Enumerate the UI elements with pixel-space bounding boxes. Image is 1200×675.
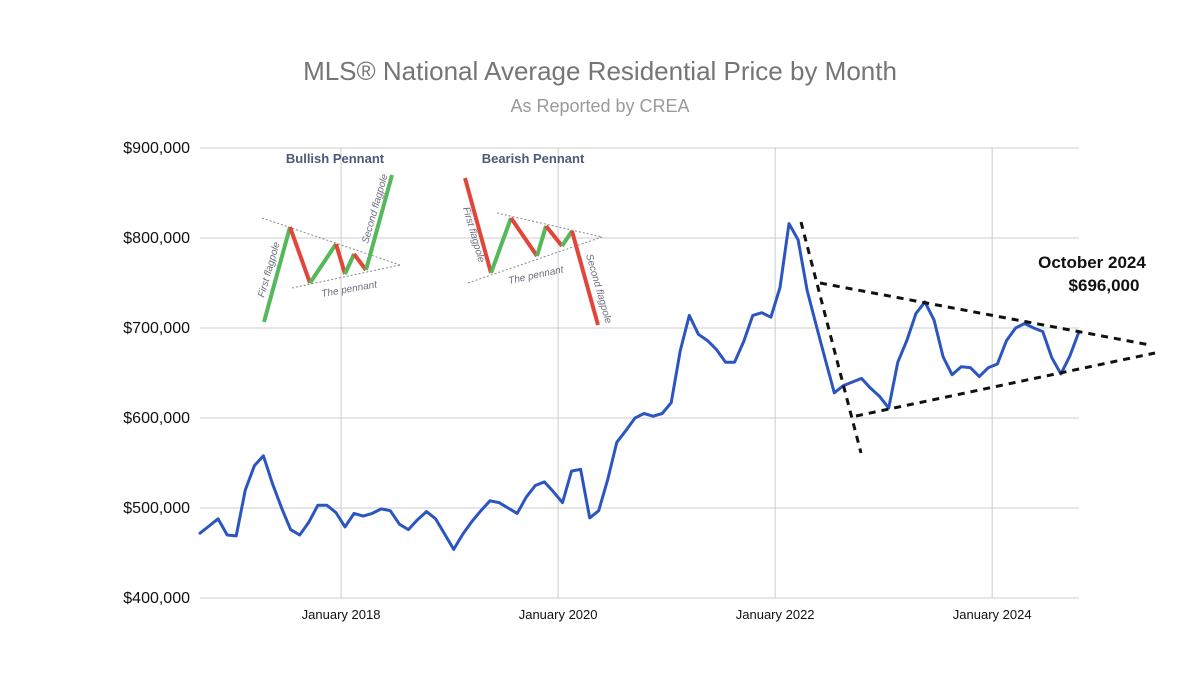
bullish-first-flagpole [262, 226, 292, 323]
chart-title: MLS® National Average Residential Price … [303, 56, 897, 86]
bearish-up-leg [489, 217, 513, 274]
bullish-lower-boundary [291, 264, 401, 289]
x-tick-label: January 2024 [953, 607, 1032, 622]
price-series-line [198, 222, 1081, 551]
y-axis: $900,000 $800,000 $700,000 $600,000 $500,000… [123, 140, 190, 607]
pennant-lower-trendline [855, 351, 1156, 418]
callout-date: October 2024 [1038, 253, 1146, 272]
y-tick-label: $800,000 [123, 230, 190, 247]
y-tick-label: $400,000 [123, 590, 190, 607]
bearish-upper-boundary [496, 212, 603, 238]
bullish-second-flagpole [364, 174, 394, 271]
bearish-pennant-label: The pennant [507, 264, 565, 287]
y-tick-label: $600,000 [123, 410, 190, 427]
bearish-down-leg [509, 216, 539, 258]
gridlines [200, 147, 1079, 599]
bearish-pennant-title: Bearish Pennant [482, 151, 585, 166]
bearish-second-flagpole [570, 230, 600, 326]
bullish-pennant-title: Bullish Pennant [286, 151, 385, 166]
pennant-upper-trendline [819, 281, 1151, 347]
callout-value: $696,000 [1069, 276, 1140, 295]
bullish-upper-boundary [261, 217, 401, 266]
bearish-up-leg [535, 225, 548, 257]
y-tick-label: $700,000 [123, 320, 190, 337]
bearish-down-leg [544, 224, 564, 248]
flagpole-trendline [799, 221, 863, 454]
bullish-up-leg [343, 253, 356, 275]
x-tick-label: January 2018 [302, 607, 381, 622]
y-tick-label: $500,000 [123, 500, 190, 517]
bullish-down-leg [352, 252, 368, 272]
main-pennant-pattern [799, 221, 1156, 454]
chart-subtitle: As Reported by CREA [510, 96, 690, 116]
y-tick-label: $900,000 [123, 140, 190, 157]
bullish-down-leg [288, 226, 312, 284]
bullish-pennant-label: The pennant [321, 279, 379, 300]
x-tick-label: January 2022 [736, 607, 815, 622]
x-tick-label: January 2020 [519, 607, 598, 622]
bullish-down-leg [334, 243, 347, 275]
bearish-up-leg [560, 229, 574, 248]
bearish-first-flagpole [463, 177, 493, 274]
bullish-up-leg [308, 242, 338, 285]
bullish-pennant-inset: Bullish Pennant First flagpole Second fl… [256, 151, 401, 323]
x-axis: January 2018 January 2020 January 2022 Janu… [302, 607, 1032, 622]
